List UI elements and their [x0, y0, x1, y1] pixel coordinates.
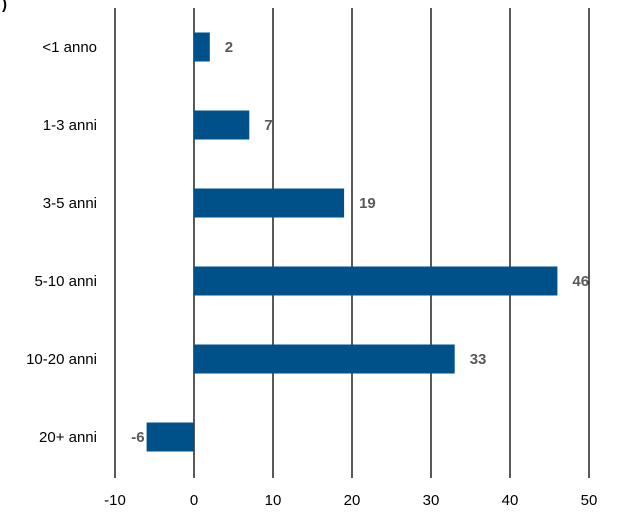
category-label-1: 1-3 anni	[43, 117, 97, 134]
category-label-4: 10-20 anni	[26, 351, 97, 368]
x-tick-label-5: 40	[502, 492, 519, 509]
bar-4	[194, 344, 455, 374]
x-tick-label-1: 0	[190, 492, 198, 509]
partial-title: )	[2, 0, 7, 13]
value-label-3: 46	[572, 273, 589, 290]
category-label-5: 20+ anni	[39, 429, 97, 446]
x-tick-labels: -10 0 10 20 30 40 50	[104, 492, 597, 509]
value-label-5: -6	[131, 429, 144, 446]
value-label-2: 19	[359, 195, 376, 212]
category-label-3: 5-10 anni	[34, 273, 97, 290]
value-label-1: 7	[264, 117, 272, 134]
category-label-2: 3-5 anni	[43, 195, 97, 212]
x-tick-label-3: 20	[344, 492, 361, 509]
bars	[146, 32, 558, 452]
category-label-0: <1 anno	[42, 39, 97, 56]
x-tick-label-4: 30	[423, 492, 440, 509]
bar-1	[194, 110, 250, 140]
gridlines	[114, 8, 590, 478]
x-tick-label-2: 10	[265, 492, 282, 509]
value-label-0: 2	[225, 39, 233, 56]
bar-3	[194, 266, 558, 296]
bar-5	[146, 422, 194, 452]
bar-0	[194, 32, 210, 62]
x-tick-label-6: 50	[581, 492, 598, 509]
value-label-4: 33	[470, 351, 487, 368]
x-tick-label-0: -10	[104, 492, 126, 509]
value-labels: 2 7 19 46 33 -6	[131, 39, 589, 446]
bar-2	[194, 188, 345, 218]
category-labels: <1 anno 1-3 anni 3-5 anni 5-10 anni 10-20 an…	[26, 39, 97, 446]
